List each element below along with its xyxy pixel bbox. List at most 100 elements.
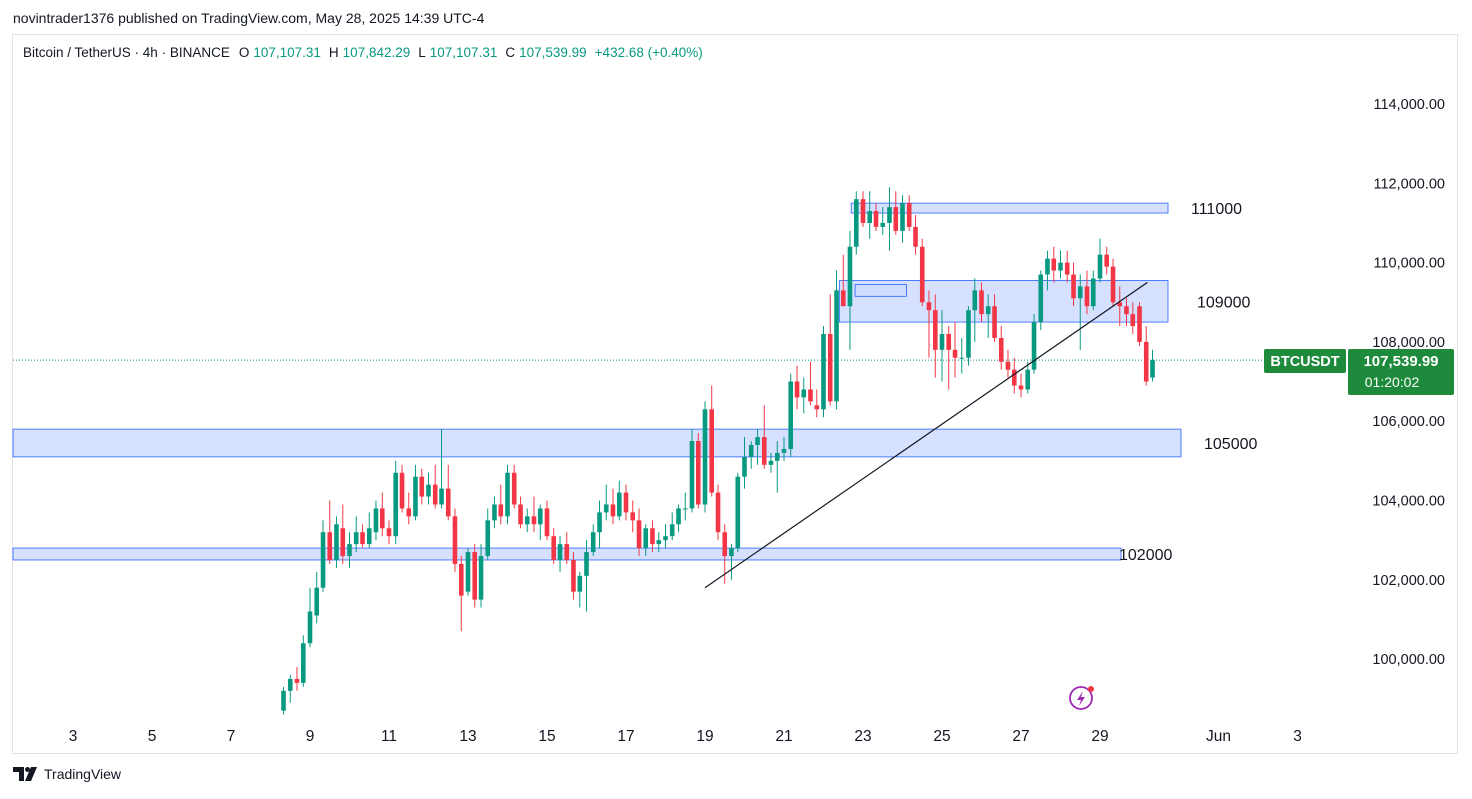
candle-body: [492, 504, 497, 521]
symbol-header: Bitcoin / TetherUS · 4h · BINANCE O 107,1…: [23, 45, 707, 60]
candle-body: [577, 575, 583, 592]
candle-body: [386, 528, 392, 537]
x-tick-label: 29: [1091, 728, 1108, 745]
candle-body: [774, 452, 780, 461]
candle-body: [636, 520, 642, 549]
x-tick-label: 25: [933, 728, 950, 745]
candle-body: [314, 587, 320, 616]
candle-body: [393, 472, 399, 537]
candle-body: [413, 476, 418, 517]
candles-layer: [281, 187, 1155, 715]
candle-body: [630, 512, 636, 521]
high-value: 107,842.29: [342, 45, 411, 60]
candle-body: [426, 484, 431, 497]
candle-body: [1097, 254, 1103, 279]
candle-body: [300, 643, 306, 683]
candle-body: [571, 559, 576, 592]
candle-body: [1045, 258, 1050, 275]
candle-body: [419, 476, 425, 497]
x-tick-label: 15: [538, 728, 555, 745]
candle-body: [860, 199, 866, 223]
candle-body: [643, 528, 649, 549]
candle-body: [735, 476, 741, 549]
y-tick-label: 112,000.00: [1374, 176, 1446, 192]
candle-body: [656, 540, 662, 545]
x-tick-label: 13: [459, 728, 476, 745]
candle-body: [893, 207, 899, 231]
open-label: O: [238, 45, 250, 60]
candle-body: [1110, 266, 1116, 303]
candle-body: [966, 310, 971, 358]
candle-body: [946, 333, 952, 350]
y-tick-label: 110,000.00: [1374, 256, 1446, 272]
candle-body: [610, 504, 616, 517]
candle-body: [906, 203, 912, 227]
candle-body: [847, 246, 853, 307]
candle-body: [1130, 314, 1136, 327]
candle-body: [531, 516, 537, 525]
price-tag-value: 107,539.99: [1363, 353, 1438, 370]
candle-body: [998, 337, 1004, 362]
zones-layer: 111000 109000 105000 102000: [12, 201, 1257, 564]
candle-body: [959, 357, 965, 359]
candle-body: [1124, 306, 1129, 315]
zone-label-109000: 109000: [1197, 294, 1250, 311]
candle-body: [985, 306, 991, 315]
candle-body: [551, 536, 557, 560]
candle-body: [788, 381, 794, 449]
candle-body: [294, 678, 300, 683]
candle-body: [320, 532, 326, 588]
trendline-layer: [704, 281, 1148, 589]
candle-body: [650, 528, 655, 545]
candle-body: [1150, 360, 1155, 378]
high-label: H: [328, 45, 339, 60]
candle-body: [445, 488, 451, 517]
open-value: 107,107.31: [253, 45, 321, 60]
candle-body: [709, 409, 715, 493]
candle-body: [537, 508, 543, 525]
candle-body: [1104, 254, 1110, 267]
candle-body: [511, 472, 517, 505]
x-tick-label: 9: [306, 728, 315, 745]
candle-body: [1038, 274, 1044, 323]
candle-body: [544, 508, 550, 537]
y-tick-label: 106,000.00: [1372, 414, 1445, 430]
candle-body: [1011, 369, 1017, 386]
y-axis[interactable]: 114,000.00 112,000.00 110,000.00 108,000.00…: [1372, 97, 1445, 668]
footer-brand[interactable]: TradingView: [13, 766, 121, 782]
candle-body: [880, 222, 886, 227]
candle-body: [353, 532, 359, 545]
zone-label-111000: 111000: [1191, 201, 1242, 218]
candle-body: [360, 532, 365, 545]
candle-body: [399, 472, 405, 509]
candle-body: [1117, 302, 1123, 307]
lightning-icon[interactable]: [1069, 686, 1094, 710]
ohlc-close: C 107,539.99: [505, 45, 590, 60]
candle-body: [992, 306, 997, 338]
x-tick-label: 23: [854, 728, 871, 745]
ohlc-high: H 107,842.29: [329, 45, 414, 60]
candle-body: [603, 504, 609, 513]
candle-body: [722, 532, 728, 557]
x-tick-label: 3: [69, 728, 78, 745]
x-axis[interactable]: 3 5 7 9 11 13 15 17 19 21 23 25 27 29 Jun 3: [69, 728, 1302, 745]
price-tag-bg: [1348, 349, 1454, 395]
candle-body: [715, 492, 721, 533]
candle-body: [590, 532, 596, 553]
candle-body: [1058, 262, 1063, 271]
candle-body: [557, 544, 563, 560]
candle-body: [518, 504, 523, 525]
candle-body: [597, 512, 602, 533]
trendline[interactable]: [704, 281, 1148, 589]
ohlc-open: O 107,107.31: [239, 45, 325, 60]
y-tick-label: 108,000.00: [1372, 335, 1445, 351]
candle-body: [1084, 286, 1090, 307]
candle-body: [334, 524, 339, 560]
candle-body: [695, 441, 701, 505]
candle-body: [347, 544, 352, 557]
candle-body: [840, 290, 846, 307]
symbol-title[interactable]: Bitcoin / TetherUS · 4h · BINANCE: [23, 45, 230, 60]
candle-body: [1064, 262, 1070, 275]
x-tick-label: 3: [1293, 728, 1302, 745]
